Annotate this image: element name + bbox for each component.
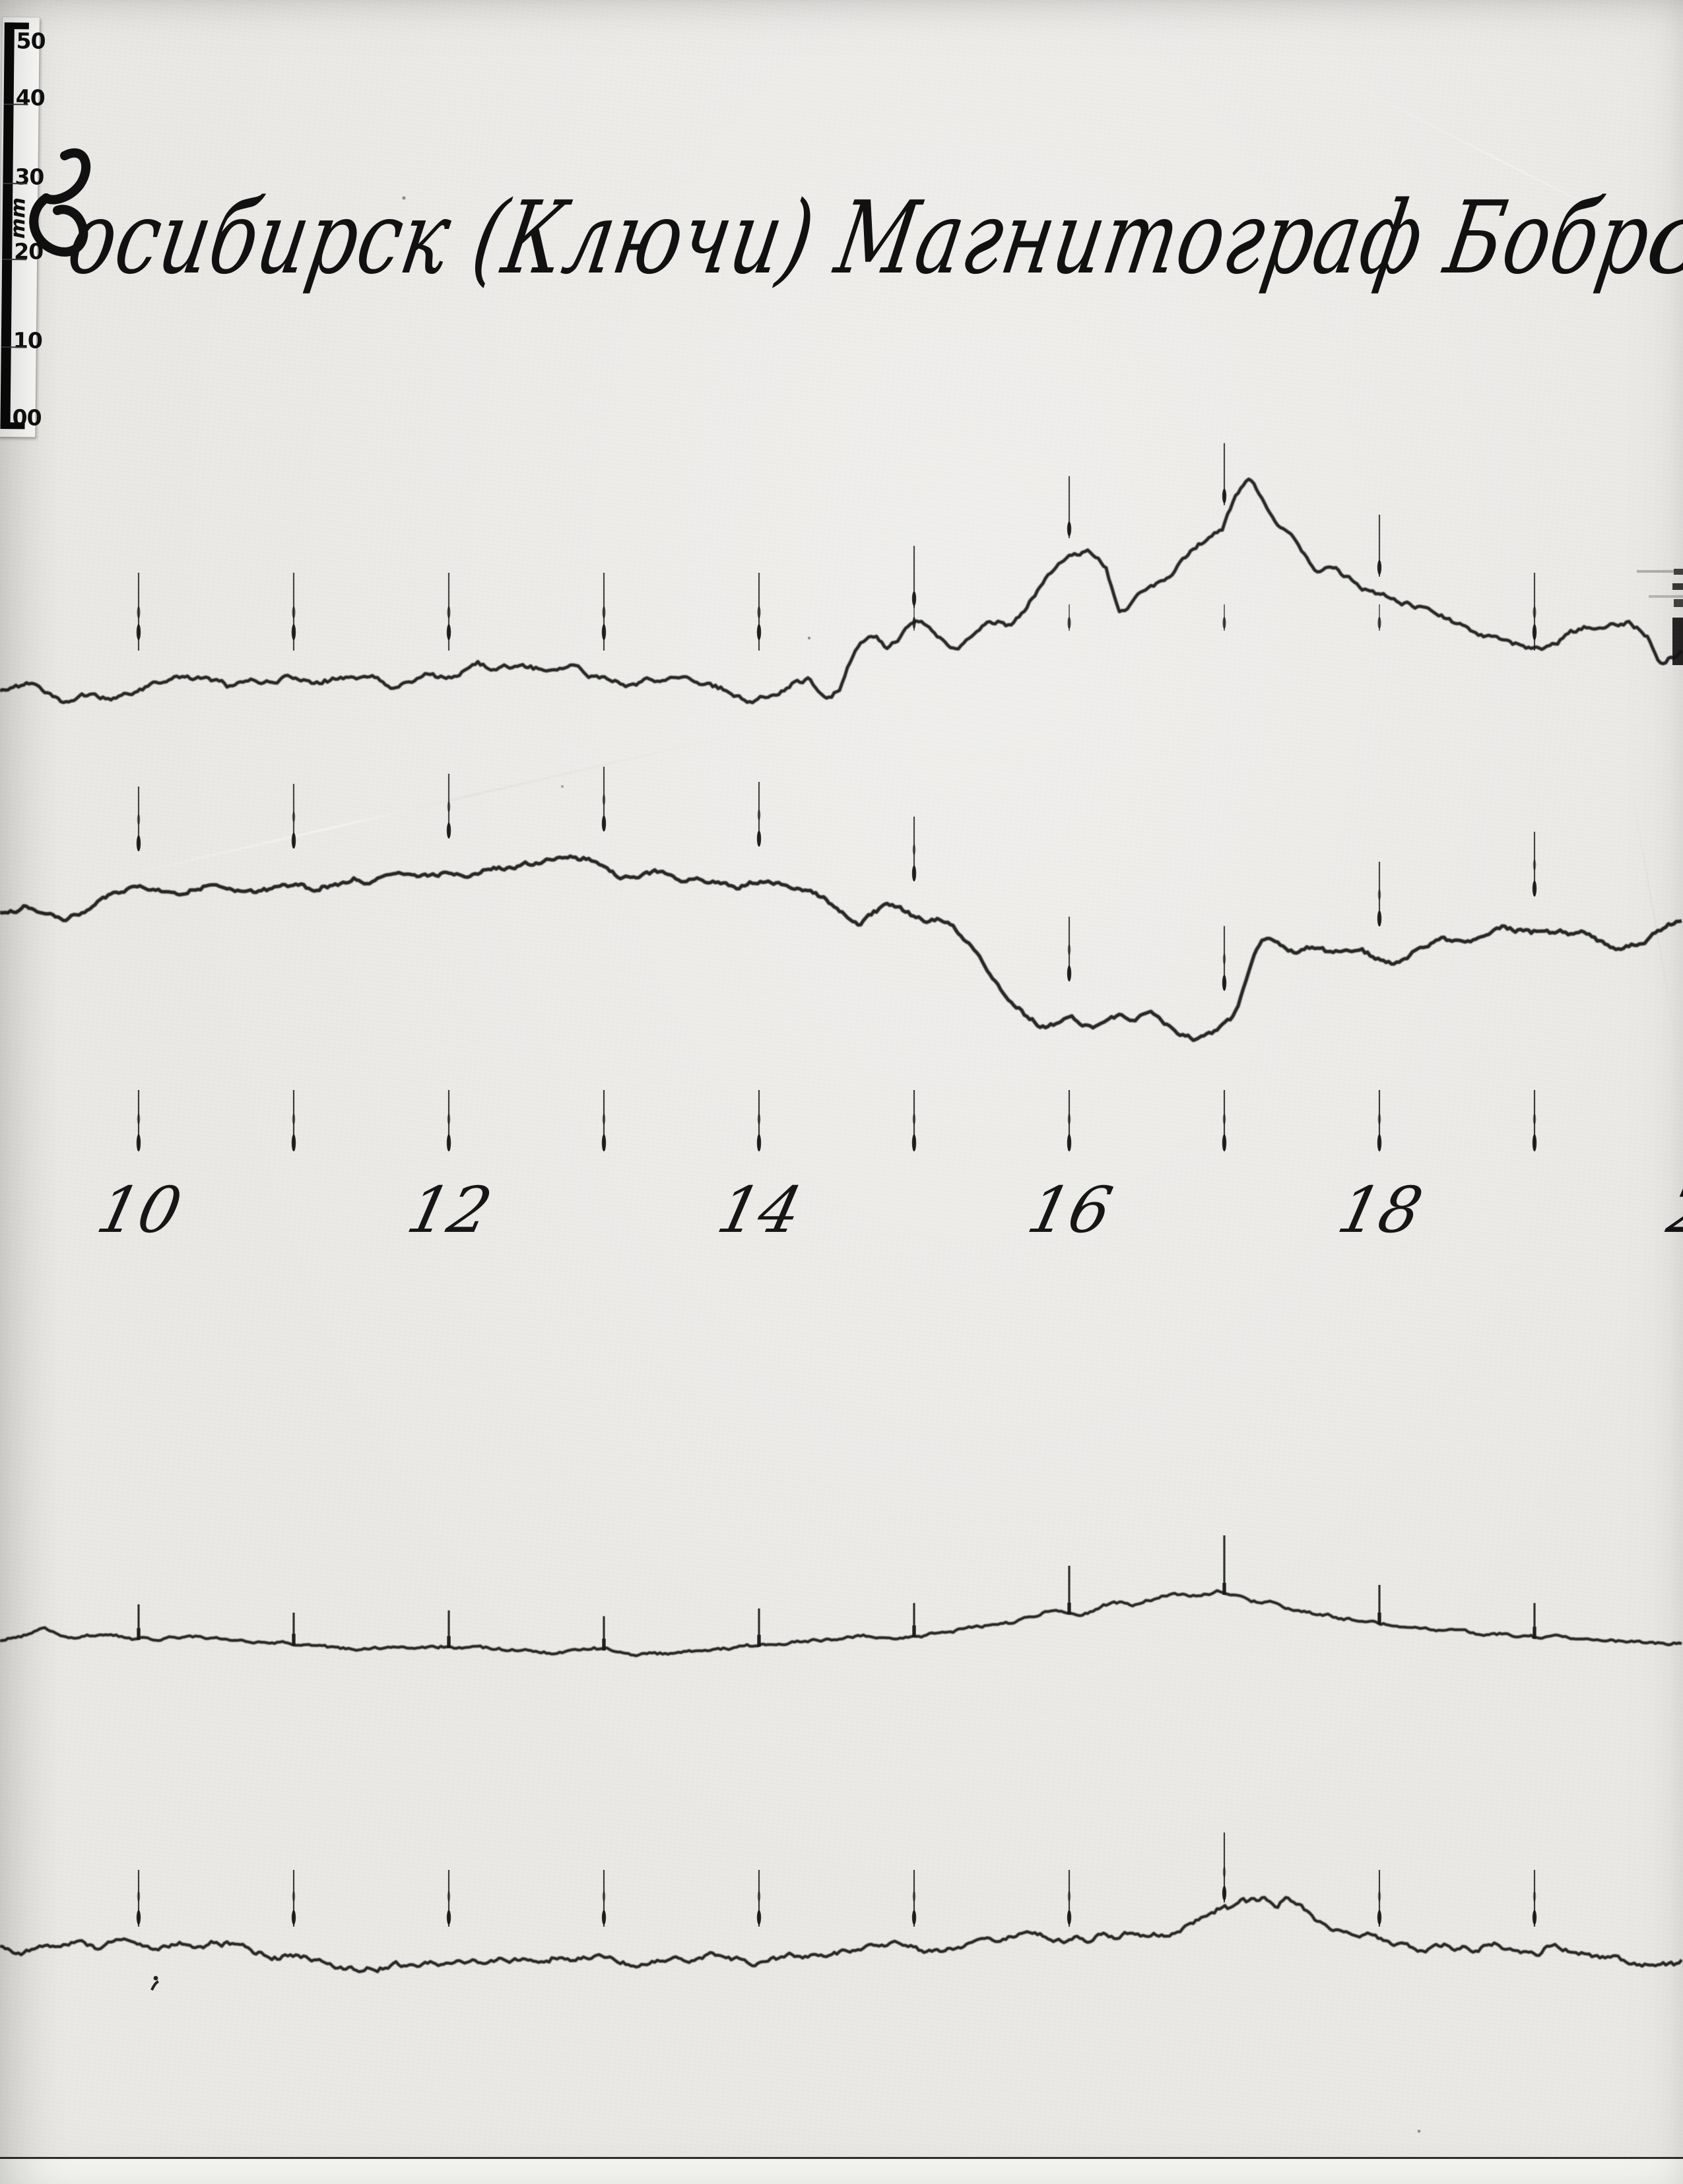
- trace-1-path: [0, 477, 1683, 705]
- hour-label: 10: [90, 1173, 189, 1247]
- hour-marks-trace-3: [137, 1535, 1536, 1651]
- hour-label: 12: [401, 1173, 499, 1247]
- hour-label: 14: [711, 1173, 809, 1247]
- hour-label: 16: [1021, 1173, 1119, 1247]
- sheet-bottom-edge: [0, 2157, 1683, 2184]
- stray-pen-mark: [150, 1975, 159, 1991]
- hour-marks-trace-1: [136, 443, 1537, 651]
- trace-2-path: [0, 854, 1682, 1043]
- paper-specks: [402, 196, 1421, 2133]
- trace-3-path: [0, 1589, 1682, 1657]
- hour-marks-trace-4: [136, 1832, 1537, 1927]
- hour-marks-trace-2: [136, 767, 1537, 991]
- trace-4-path: [0, 1896, 1683, 1974]
- edge-ink-smudge: [1637, 569, 1683, 665]
- hour-marks-time-axis: [136, 1090, 1537, 1151]
- hour-label: 18: [1331, 1173, 1430, 1247]
- title-partial-first-letter: [29, 148, 91, 257]
